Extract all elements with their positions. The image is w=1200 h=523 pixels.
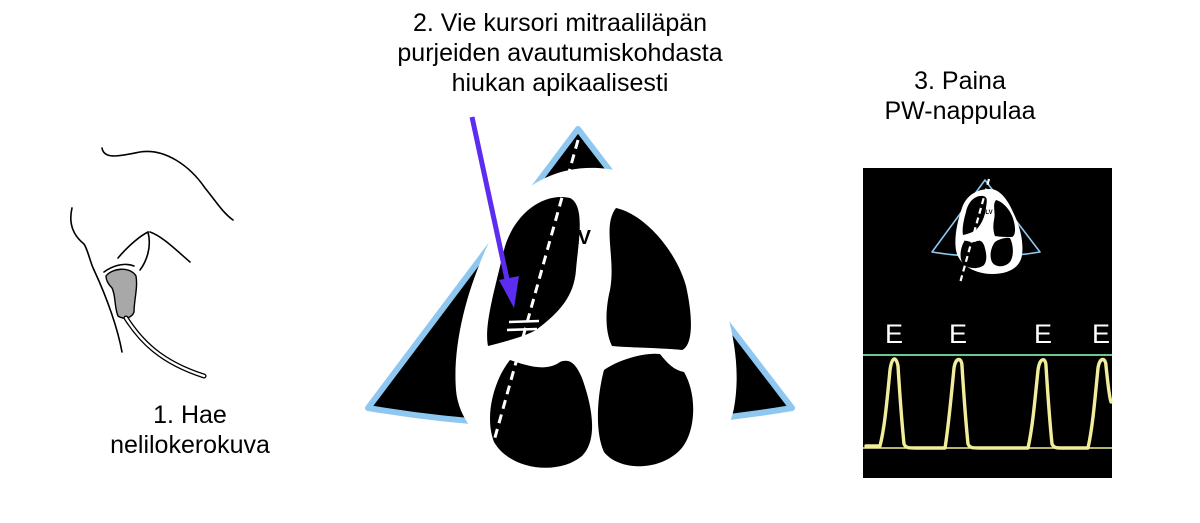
doppler-waveform [864,357,1113,450]
chamber-label-ra: RA [618,396,647,418]
mini-label-rv: RV [1000,226,1008,232]
chamber-rv [606,208,691,350]
mini-chamber-rv [993,200,1016,237]
patient-probe-illustration [69,147,234,353]
mini-sample-volume-gate [965,235,980,241]
step2-caption-line3: hiukan apikaalisesti [451,69,669,97]
e-wave-label-2: E [949,319,967,349]
patient-hand-line [103,263,135,273]
echo-sector-mini: LV RV LA RA [931,178,1041,284]
sample-volume-gate [506,319,540,332]
step2-caption-line1: 2. Vie kursori mitraaliläpän [412,9,708,37]
step1-caption-line2: nelilokerokuva [110,431,270,459]
e-wave-label-1: E [885,319,903,349]
chamber-label-rv: RV [635,285,663,307]
chamber-la [489,360,593,468]
step2-caption: 2. Vie kursori mitraaliläpän purjeiden a… [330,8,790,98]
step1-caption-line1: 1. Hae [153,401,227,429]
echo-sector-large: LV RV LA RA [365,116,795,485]
patient-finger-line [117,230,151,271]
patient-shoulder-line [101,147,234,221]
doppler-screen: LV RV LA RA E E E E [863,168,1113,478]
patient-chest-line [149,231,191,263]
chamber-ra [597,353,694,467]
step2-caption-line2: purjeiden avautumiskohdasta [397,39,723,67]
probe-cable [123,315,207,379]
probe-cable-inner [124,316,206,378]
step3-caption-line1: 3. Paina [914,67,1006,95]
pointer-arrow-icon [469,116,519,308]
mini-cursor-line [958,178,991,284]
e-wave-label-4: E [1092,319,1110,349]
mini-label-ra: RA [997,252,1006,258]
step1-caption: 1. Hae nelilokerokuva [70,400,310,460]
step3-caption-line2: PW-nappulaa [884,97,1036,125]
mini-chamber-ra [990,237,1013,267]
patient-arm-line [69,207,95,271]
chamber-label-lv: LV [567,227,592,249]
chamber-lv [487,196,580,346]
patient-torso-line [93,269,123,353]
mini-label-lv: LV [985,210,992,216]
step3-caption: 3. Paina PW-nappulaa [830,66,1090,126]
e-wave-label-3: E [1034,319,1052,349]
mini-chamber-lv [962,195,987,235]
chamber-label-la: LA [521,399,548,421]
mini-label-la: LA [970,253,979,259]
probe-icon [105,268,207,379]
